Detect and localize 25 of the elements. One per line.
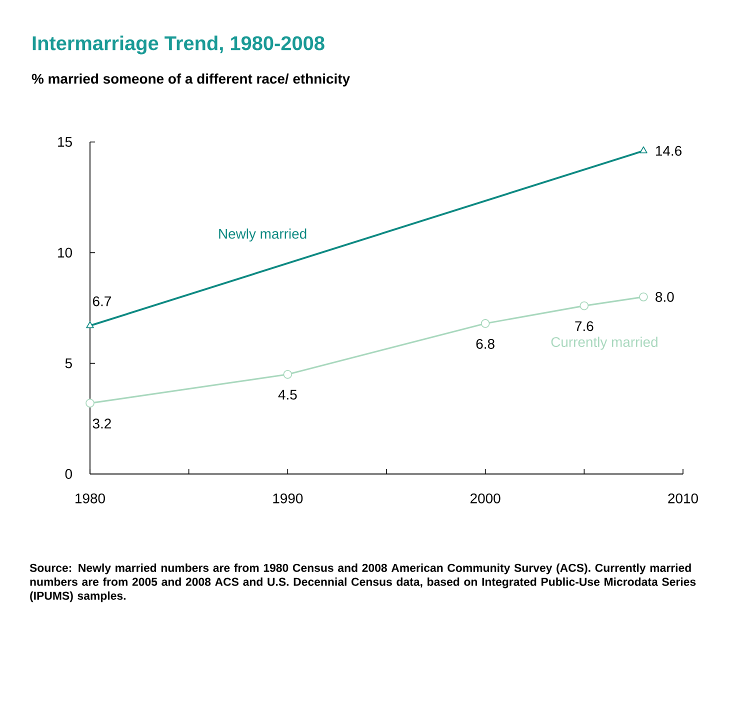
x-tick-label: 1990 — [273, 493, 303, 504]
chart-title: Intermarriage Trend, 1980-2008 — [32, 36, 324, 54]
series-label: Newly married — [219, 228, 306, 242]
point — [580, 301, 589, 310]
data-label: 4.5 — [278, 390, 297, 400]
data-label: 6.7 — [92, 296, 111, 306]
y-tick-label: 0 — [65, 469, 72, 479]
point — [283, 370, 292, 379]
x-tick-label: 2000 — [470, 493, 500, 504]
x-tick-label: 1980 — [76, 493, 105, 504]
point — [86, 398, 94, 408]
data-label: 6.8 — [476, 338, 494, 349]
chart-subtitle: % married someone of a different race/ ethnicity — [32, 73, 350, 86]
y-tick-label: 15 — [58, 137, 72, 147]
data-label: 8.0 — [656, 292, 674, 302]
source-note: Source: Newly married numbers are from 1980 Census and 2008 American Community Survey (ACS). Currently married numbers are from 2005 and 2008 ACS and U.S. Decennial Census data, based on Integrated Public-Use Microdata Series (IPUMS) samples. — [30, 564, 696, 602]
x-tick-label: 2010 — [668, 493, 698, 504]
series-label: Currently married — [551, 336, 658, 350]
y-tick-label: 10 — [58, 248, 72, 258]
point — [480, 319, 490, 328]
data-label: 7.6 — [575, 321, 594, 332]
data-label: 3.2 — [92, 418, 111, 429]
point — [639, 292, 648, 302]
y-tick-label: 5 — [65, 358, 72, 368]
data-label: 14.6 — [656, 146, 682, 156]
